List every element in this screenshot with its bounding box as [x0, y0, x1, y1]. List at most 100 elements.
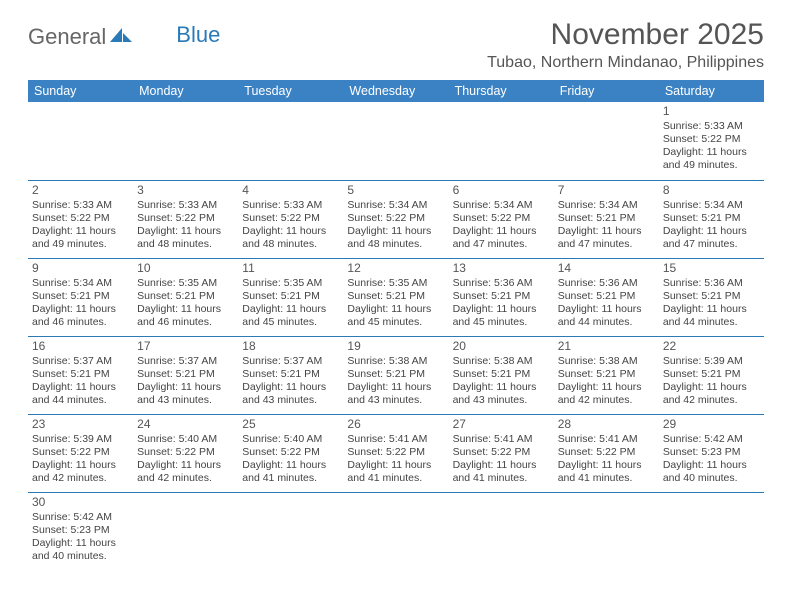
logo-text-general: General — [28, 24, 106, 50]
daylight-text: and 44 minutes. — [663, 316, 760, 329]
daylight-text: and 41 minutes. — [347, 472, 444, 485]
weekday-header: Sunday — [28, 80, 133, 102]
sunset-text: Sunset: 5:21 PM — [137, 290, 234, 303]
daylight-text: Daylight: 11 hours — [137, 225, 234, 238]
daylight-text: Daylight: 11 hours — [32, 537, 129, 550]
sunset-text: Sunset: 5:22 PM — [558, 446, 655, 459]
sunrise-text: Sunrise: 5:35 AM — [242, 277, 339, 290]
calendar-day-cell: 26Sunrise: 5:41 AMSunset: 5:22 PMDayligh… — [343, 414, 448, 492]
daylight-text: Daylight: 11 hours — [137, 381, 234, 394]
daylight-text: and 48 minutes. — [137, 238, 234, 251]
calendar-day-cell: 13Sunrise: 5:36 AMSunset: 5:21 PMDayligh… — [449, 258, 554, 336]
weekday-header-row: SundayMondayTuesdayWednesdayThursdayFrid… — [28, 80, 764, 102]
sunset-text: Sunset: 5:21 PM — [347, 368, 444, 381]
weekday-header: Thursday — [449, 80, 554, 102]
daylight-text: and 42 minutes. — [32, 472, 129, 485]
daylight-text: and 42 minutes. — [663, 394, 760, 407]
sunrise-text: Sunrise: 5:42 AM — [663, 433, 760, 446]
calendar-day-cell: 4Sunrise: 5:33 AMSunset: 5:22 PMDaylight… — [238, 180, 343, 258]
day-number: 4 — [242, 183, 339, 198]
calendar-empty-cell — [343, 492, 448, 570]
calendar-day-cell: 21Sunrise: 5:38 AMSunset: 5:21 PMDayligh… — [554, 336, 659, 414]
sunrise-text: Sunrise: 5:34 AM — [558, 199, 655, 212]
day-number: 11 — [242, 261, 339, 276]
calendar-table: SundayMondayTuesdayWednesdayThursdayFrid… — [28, 80, 764, 570]
day-number: 21 — [558, 339, 655, 354]
day-number: 6 — [453, 183, 550, 198]
day-number: 14 — [558, 261, 655, 276]
day-number: 17 — [137, 339, 234, 354]
day-number: 15 — [663, 261, 760, 276]
daylight-text: and 46 minutes. — [137, 316, 234, 329]
calendar-week-row: 1Sunrise: 5:33 AMSunset: 5:22 PMDaylight… — [28, 102, 764, 180]
calendar-empty-cell — [133, 102, 238, 180]
sunset-text: Sunset: 5:23 PM — [663, 446, 760, 459]
sunset-text: Sunset: 5:21 PM — [137, 368, 234, 381]
sunrise-text: Sunrise: 5:36 AM — [663, 277, 760, 290]
daylight-text: Daylight: 11 hours — [663, 381, 760, 394]
calendar-day-cell: 27Sunrise: 5:41 AMSunset: 5:22 PMDayligh… — [449, 414, 554, 492]
sunrise-text: Sunrise: 5:37 AM — [137, 355, 234, 368]
daylight-text: and 47 minutes. — [558, 238, 655, 251]
sunrise-text: Sunrise: 5:33 AM — [663, 120, 760, 133]
sunset-text: Sunset: 5:21 PM — [453, 290, 550, 303]
sunrise-text: Sunrise: 5:33 AM — [137, 199, 234, 212]
daylight-text: and 43 minutes. — [453, 394, 550, 407]
sunrise-text: Sunrise: 5:36 AM — [558, 277, 655, 290]
sunset-text: Sunset: 5:23 PM — [32, 524, 129, 537]
day-number: 2 — [32, 183, 129, 198]
day-number: 12 — [347, 261, 444, 276]
calendar-week-row: 16Sunrise: 5:37 AMSunset: 5:21 PMDayligh… — [28, 336, 764, 414]
calendar-day-cell: 28Sunrise: 5:41 AMSunset: 5:22 PMDayligh… — [554, 414, 659, 492]
day-number: 18 — [242, 339, 339, 354]
sunset-text: Sunset: 5:22 PM — [453, 446, 550, 459]
sunrise-text: Sunrise: 5:37 AM — [32, 355, 129, 368]
calendar-day-cell: 12Sunrise: 5:35 AMSunset: 5:21 PMDayligh… — [343, 258, 448, 336]
calendar-day-cell: 20Sunrise: 5:38 AMSunset: 5:21 PMDayligh… — [449, 336, 554, 414]
day-number: 28 — [558, 417, 655, 432]
daylight-text: Daylight: 11 hours — [453, 303, 550, 316]
calendar-empty-cell — [133, 492, 238, 570]
day-number: 19 — [347, 339, 444, 354]
daylight-text: and 45 minutes. — [453, 316, 550, 329]
calendar-day-cell: 14Sunrise: 5:36 AMSunset: 5:21 PMDayligh… — [554, 258, 659, 336]
calendar-day-cell: 29Sunrise: 5:42 AMSunset: 5:23 PMDayligh… — [659, 414, 764, 492]
day-number: 20 — [453, 339, 550, 354]
daylight-text: and 49 minutes. — [32, 238, 129, 251]
sunset-text: Sunset: 5:22 PM — [347, 212, 444, 225]
daylight-text: and 40 minutes. — [32, 550, 129, 563]
calendar-day-cell: 22Sunrise: 5:39 AMSunset: 5:21 PMDayligh… — [659, 336, 764, 414]
calendar-empty-cell — [238, 492, 343, 570]
calendar-day-cell: 3Sunrise: 5:33 AMSunset: 5:22 PMDaylight… — [133, 180, 238, 258]
daylight-text: Daylight: 11 hours — [663, 459, 760, 472]
calendar-week-row: 2Sunrise: 5:33 AMSunset: 5:22 PMDaylight… — [28, 180, 764, 258]
sunrise-text: Sunrise: 5:34 AM — [453, 199, 550, 212]
sunrise-text: Sunrise: 5:38 AM — [453, 355, 550, 368]
sunset-text: Sunset: 5:21 PM — [558, 290, 655, 303]
sunset-text: Sunset: 5:22 PM — [242, 446, 339, 459]
sunset-text: Sunset: 5:22 PM — [32, 212, 129, 225]
calendar-empty-cell — [343, 102, 448, 180]
calendar-day-cell: 11Sunrise: 5:35 AMSunset: 5:21 PMDayligh… — [238, 258, 343, 336]
header: General Blue November 2025 Tubao, Northe… — [28, 18, 764, 72]
daylight-text: Daylight: 11 hours — [347, 381, 444, 394]
daylight-text: Daylight: 11 hours — [347, 225, 444, 238]
calendar-day-cell: 24Sunrise: 5:40 AMSunset: 5:22 PMDayligh… — [133, 414, 238, 492]
calendar-body: 1Sunrise: 5:33 AMSunset: 5:22 PMDaylight… — [28, 102, 764, 570]
calendar-empty-cell — [554, 102, 659, 180]
daylight-text: Daylight: 11 hours — [242, 459, 339, 472]
day-number: 23 — [32, 417, 129, 432]
daylight-text: Daylight: 11 hours — [32, 381, 129, 394]
calendar-week-row: 23Sunrise: 5:39 AMSunset: 5:22 PMDayligh… — [28, 414, 764, 492]
calendar-day-cell: 23Sunrise: 5:39 AMSunset: 5:22 PMDayligh… — [28, 414, 133, 492]
calendar-empty-cell — [449, 492, 554, 570]
sunrise-text: Sunrise: 5:34 AM — [347, 199, 444, 212]
day-number: 3 — [137, 183, 234, 198]
sunset-text: Sunset: 5:21 PM — [663, 290, 760, 303]
daylight-text: and 43 minutes. — [137, 394, 234, 407]
daylight-text: Daylight: 11 hours — [453, 381, 550, 394]
calendar-empty-cell — [28, 102, 133, 180]
daylight-text: Daylight: 11 hours — [663, 225, 760, 238]
daylight-text: Daylight: 11 hours — [347, 459, 444, 472]
sunrise-text: Sunrise: 5:36 AM — [453, 277, 550, 290]
